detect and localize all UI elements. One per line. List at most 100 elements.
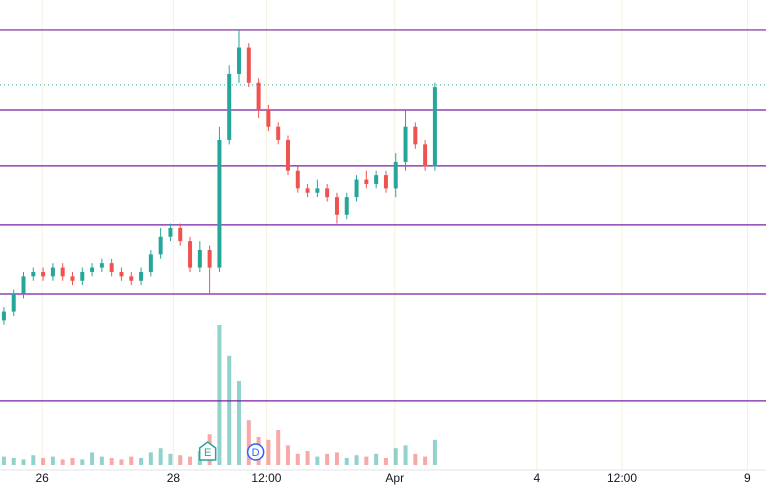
volume-bar	[383, 458, 388, 465]
volume-bar	[413, 453, 418, 465]
candle-body	[237, 47, 242, 74]
volume-bar	[354, 455, 359, 465]
candle-body	[50, 267, 55, 277]
volume-bar	[423, 456, 428, 465]
candle-body	[99, 263, 104, 268]
volume-bar	[178, 455, 183, 465]
candle-body	[1, 311, 6, 321]
volume-bar	[403, 445, 408, 465]
candle-body	[227, 73, 232, 140]
volume-bar	[11, 458, 16, 465]
volume-bar	[246, 420, 251, 465]
volume-bar	[188, 456, 193, 465]
volume-bar	[1, 456, 6, 465]
candle-body	[305, 188, 310, 193]
volume-bar	[50, 456, 55, 465]
x-axis-area	[0, 470, 766, 497]
volume-bar	[119, 459, 124, 465]
candle-body	[158, 236, 163, 255]
event-marker	[246, 443, 265, 461]
candle-body	[207, 249, 212, 268]
volume-bar	[334, 452, 339, 465]
x-tick-label: 26	[35, 471, 49, 485]
volume-bar	[109, 458, 114, 465]
volume-bar	[266, 439, 271, 465]
volume-bar	[158, 448, 163, 465]
candle-body	[178, 227, 183, 242]
x-tick-label: 9	[744, 471, 751, 485]
volume-bar	[90, 452, 95, 465]
x-tick-label: Apr	[385, 471, 404, 485]
candle-body	[393, 161, 398, 189]
x-tick-label: 12:00	[251, 471, 281, 485]
candle-body	[21, 276, 26, 294]
x-tick-label: 12:00	[607, 471, 637, 485]
volume-bar	[393, 448, 398, 465]
volume-bar	[80, 459, 85, 465]
volume-bar	[364, 456, 369, 465]
volume-bar	[344, 458, 349, 465]
candle-body	[119, 271, 124, 277]
volume-bar	[21, 459, 26, 465]
volume-bar	[237, 381, 242, 465]
x-tick-label: 28	[167, 471, 181, 485]
volume-bar	[285, 445, 290, 465]
event-marker	[198, 441, 217, 461]
volume-bar	[295, 453, 300, 465]
volume-bar	[41, 458, 46, 465]
volume-bar	[129, 456, 134, 465]
candle-body	[246, 47, 251, 83]
candle-body	[344, 197, 349, 215]
candle-body	[139, 271, 144, 281]
candle-body	[129, 276, 134, 281]
candle-body	[188, 241, 193, 268]
volume-bar	[325, 453, 330, 465]
event-label: D	[252, 447, 260, 459]
volume-bar	[305, 451, 310, 465]
candle-body	[295, 170, 300, 189]
candle-body	[432, 87, 437, 167]
volume-bar	[217, 325, 222, 465]
candle-body	[276, 126, 281, 140]
candle-body	[168, 227, 173, 237]
volume-bar	[70, 458, 75, 465]
volume-bar	[148, 452, 153, 465]
volume-bar	[227, 355, 232, 465]
volume-bar	[31, 455, 36, 465]
candle-body	[41, 271, 46, 277]
candle-body	[256, 82, 261, 110]
candle-body	[334, 197, 339, 215]
candle-body	[413, 126, 418, 145]
volume-bar	[315, 456, 320, 465]
candle-body	[70, 276, 75, 281]
candle-body	[11, 293, 16, 312]
candle-body	[325, 188, 330, 198]
volume-bar	[99, 456, 104, 465]
candle-body	[374, 175, 379, 184]
candle-body	[364, 179, 369, 184]
candle-body	[217, 139, 222, 268]
candle-body	[80, 271, 85, 281]
volume-bar	[139, 458, 144, 465]
event-label: E	[204, 447, 211, 459]
candle-body	[90, 267, 95, 272]
candle-body	[31, 271, 36, 277]
candle-body	[354, 179, 359, 198]
candle-body	[266, 109, 271, 127]
candle-body	[315, 188, 320, 193]
candle-body	[383, 175, 388, 189]
candle-body	[109, 263, 114, 272]
volume-bar	[432, 439, 437, 465]
volume-bar	[60, 459, 65, 465]
candle-body	[60, 267, 65, 277]
volume-bar	[374, 453, 379, 465]
candle-body	[285, 139, 290, 171]
candle-body	[403, 126, 408, 162]
candle-body	[148, 254, 153, 272]
candle-body	[423, 144, 428, 167]
volume-bar	[168, 453, 173, 465]
volume-bar	[276, 430, 281, 465]
x-tick-label: 4	[533, 471, 540, 485]
